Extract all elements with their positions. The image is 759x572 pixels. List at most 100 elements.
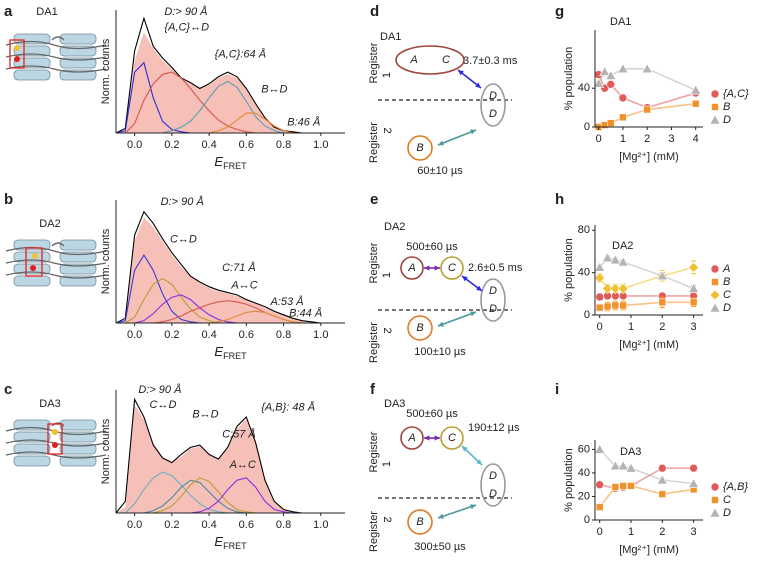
panel-label: a — [4, 3, 13, 20]
marker — [619, 482, 627, 490]
y-tick-label: 0 — [584, 121, 590, 133]
marker — [594, 443, 606, 454]
legend-label: C — [723, 494, 731, 506]
state-label: C — [448, 432, 456, 444]
marker — [617, 460, 629, 471]
marker — [611, 483, 620, 491]
x-tick-label: 0.6 — [239, 139, 254, 151]
x-tick-label: 1.0 — [313, 519, 328, 531]
legend-label: D — [723, 114, 731, 126]
annotation: {A,B}: 48 Å — [261, 400, 315, 413]
x-tick-label: 2 — [659, 526, 665, 538]
arrow — [437, 129, 477, 146]
rate-label: 100±10 µs — [414, 346, 466, 358]
marker — [619, 113, 627, 122]
marker — [656, 270, 668, 281]
marker — [595, 303, 604, 312]
marker — [595, 480, 604, 490]
x-axis-label-sub: FRET — [223, 541, 247, 551]
state-label: A — [409, 54, 417, 66]
state-label: D — [489, 108, 497, 120]
register-label: Register — [368, 42, 380, 83]
marker — [602, 283, 613, 294]
y-axis-label: Norm. counts — [100, 418, 112, 484]
x-tick-label: 2 — [644, 133, 650, 145]
curve-label: B↔D — [192, 409, 218, 421]
x-axis-label-sub: FRET — [223, 161, 247, 171]
x-tick-label: 0.2 — [164, 519, 179, 531]
sample-label: DA3 — [620, 446, 641, 458]
state-label: D — [489, 285, 497, 297]
state-ring — [480, 463, 506, 507]
arrow — [437, 504, 477, 519]
arrow-head — [470, 129, 476, 135]
arrow-head — [462, 276, 468, 282]
panel-label: f — [370, 381, 376, 398]
arrow — [437, 311, 477, 327]
marker — [611, 301, 620, 310]
x-tick-label: 3 — [691, 321, 697, 333]
x-tick-label: 0.4 — [201, 519, 216, 531]
register-number: 2 — [381, 127, 393, 133]
curve-label: C:57 Å — [222, 427, 256, 440]
x-axis-label-sub: FRET — [223, 351, 247, 361]
curve-label: B:46 Å — [287, 115, 320, 128]
x-axis-label-main: E — [214, 344, 223, 359]
state-label: B — [416, 142, 423, 154]
curve — [599, 448, 694, 485]
arrow-head — [424, 265, 430, 271]
register-label: Register — [368, 511, 380, 552]
cartoon-b — [6, 240, 106, 286]
rate-label: 2.6±0.5 ms — [468, 262, 523, 274]
arrow-head — [462, 446, 468, 452]
state-label: B — [416, 516, 423, 528]
x-tick-label: 0.0 — [127, 139, 142, 151]
cartoon-c — [6, 420, 106, 466]
state-label: C — [442, 54, 450, 66]
state-ring — [480, 83, 506, 127]
arrow-head — [476, 459, 482, 465]
curve-label: C↔D — [170, 234, 197, 246]
sample-label: DA1 — [36, 6, 57, 18]
marker — [627, 482, 635, 490]
marker — [688, 261, 700, 273]
arrow-head — [438, 513, 444, 519]
panel-label: e — [370, 191, 378, 208]
arrow-head — [470, 311, 476, 317]
y-tick-label: 80 — [578, 224, 590, 236]
x-tick-label: 1.0 — [313, 329, 328, 341]
y-tick-label: 40 — [578, 467, 590, 479]
arrow-head — [434, 435, 440, 441]
marker — [617, 63, 629, 74]
x-tick-label: 1 — [628, 321, 634, 333]
x-tick-label: 3 — [668, 133, 674, 145]
marker — [593, 77, 605, 88]
arrow-head — [476, 285, 482, 291]
curve-label: A↔C — [229, 459, 256, 471]
state-ring — [407, 509, 433, 535]
x-tick-label: 1 — [628, 526, 634, 538]
x-axis-label: [Mg²⁺] (mM) — [619, 544, 679, 556]
x-tick-label: 0.8 — [276, 139, 291, 151]
legend-label: B — [723, 276, 730, 288]
y-tick-label: 0 — [584, 309, 590, 321]
state-ring — [407, 135, 433, 161]
register-label: Register — [368, 431, 380, 472]
marker — [658, 298, 667, 307]
legend-label: {A,C} — [723, 88, 749, 100]
panel-label: d — [370, 3, 379, 20]
legend-marker — [709, 507, 721, 518]
x-tick-label: 0.0 — [127, 519, 142, 531]
legend-label: D — [723, 302, 731, 314]
legend-marker — [709, 289, 721, 301]
x-tick-label: 0.6 — [239, 519, 254, 531]
panel-label: b — [4, 191, 13, 208]
state-label: D — [489, 90, 497, 102]
y-axis-label: % population — [563, 238, 575, 302]
x-axis-label: [Mg²⁺] (mM) — [619, 151, 679, 163]
marker — [594, 261, 606, 272]
marker — [689, 298, 698, 307]
state-label: D — [489, 488, 497, 500]
marker — [605, 69, 617, 80]
curve-label: B↔D — [261, 84, 287, 96]
